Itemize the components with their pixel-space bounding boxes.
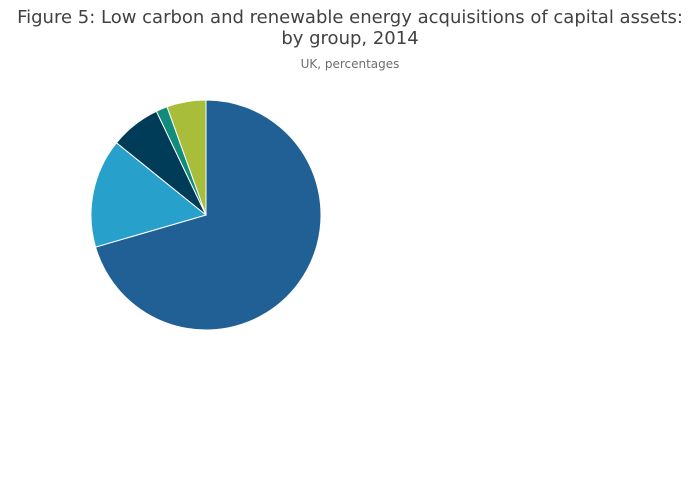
chart-title-line-1: Figure 5: Low carbon and renewable energ… bbox=[17, 7, 683, 28]
pie-slices bbox=[90, 99, 322, 331]
pie-slice-1[interactable] bbox=[94, 99, 322, 331]
chart-title: Figure 5: Low carbon and renewable energ… bbox=[0, 7, 700, 49]
chart-title-line-2: by group, 2014 bbox=[281, 28, 419, 49]
chart-subtitle: UK, percentages bbox=[300, 57, 400, 71]
pie-slice-5[interactable] bbox=[166, 99, 207, 216]
pie-slice-2[interactable] bbox=[90, 142, 208, 248]
